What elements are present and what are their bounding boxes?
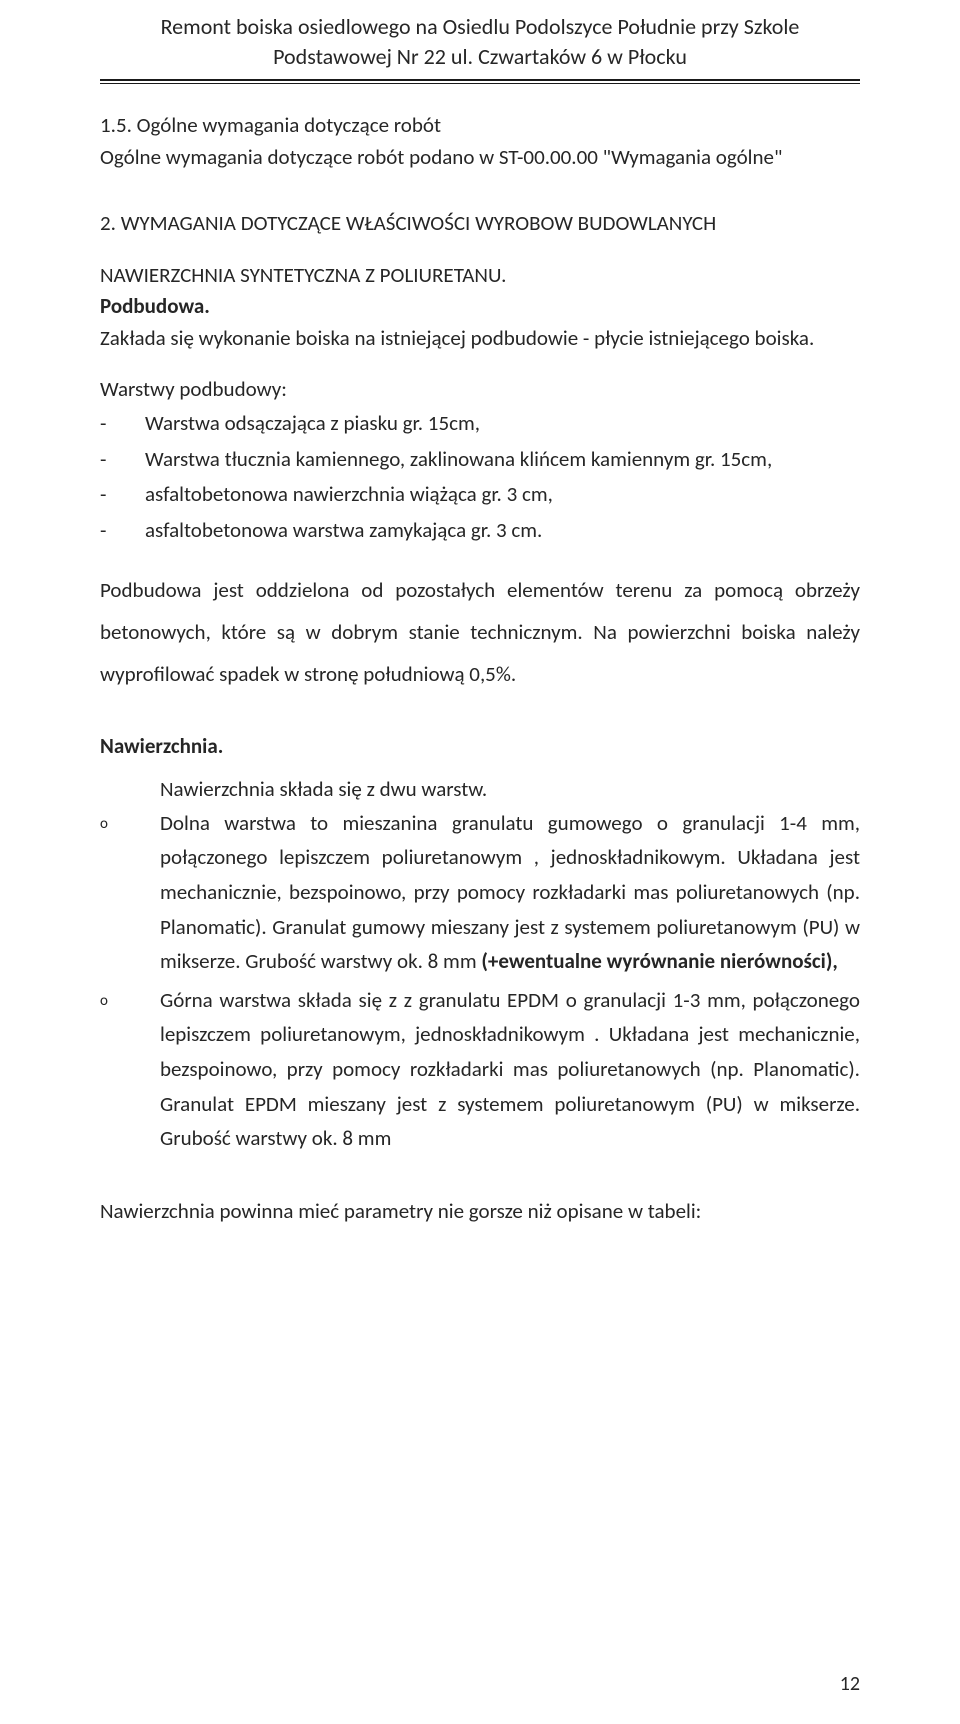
layer-text: Warstwa tłucznia kamiennego, zaklinowana… [145, 442, 860, 478]
layer-text: Warstwa odsączająca z piasku gr. 15cm, [145, 406, 860, 442]
layers-list: - Warstwa odsączająca z piasku gr. 15cm,… [100, 406, 860, 549]
list-item: - Warstwa odsączająca z piasku gr. 15cm, [100, 406, 860, 442]
list-item: o Górna warstwa składa się z z granulatu… [100, 983, 860, 1156]
nawierzchnia-intro: Nawierzchnia składa się z dwu warstw. [100, 774, 860, 806]
section-2-sub2: Podbudowa. [100, 291, 860, 323]
header-rule-thick [100, 79, 860, 81]
circle-icon: o [100, 806, 160, 979]
section-1-5-body: Ogólne wymagania dotyczące robót podano … [100, 142, 860, 174]
nawierzchnia-heading: Nawierzchnia. [100, 731, 860, 763]
page-number: 12 [840, 1672, 860, 1696]
dash-icon: - [100, 406, 145, 442]
layer-text: asfaltobetonowa nawierzchnia wiążąca gr.… [145, 477, 860, 513]
header-rule-thin [100, 83, 860, 84]
dash-icon: - [100, 513, 145, 549]
section-2-p1: Zakłada się wykonanie boiska na istnieją… [100, 323, 860, 355]
section-2-p4: Nawierzchnia powinna mieć parametry nie … [100, 1196, 860, 1228]
naw-item-text: Górna warstwa składa się z z granulatu E… [160, 983, 860, 1156]
nawierzchnia-list: o Dolna warstwa to mieszanina granulatu … [100, 806, 860, 1156]
section-2-heading: 2. WYMAGANIA DOTYCZĄCE WŁAŚCIWOŚCI WYROB… [100, 210, 860, 236]
list-item: - asfaltobetonowa nawierzchnia wiążąca g… [100, 477, 860, 513]
page: Remont boiska osiedlowego na Osiedlu Pod… [0, 0, 960, 1724]
circle-icon: o [100, 983, 160, 1156]
naw-item-text: Dolna warstwa to mieszanina granulatu gu… [160, 806, 860, 979]
page-title: Remont boiska osiedlowego na Osiedlu Pod… [100, 12, 860, 79]
list-item: - asfaltobetonowa warstwa zamykająca gr.… [100, 513, 860, 549]
layer-text: asfaltobetonowa warstwa zamykająca gr. 3… [145, 513, 860, 549]
list-item: - Warstwa tłucznia kamiennego, zaklinowa… [100, 442, 860, 478]
section-1-5-heading: 1.5. Ogólne wymagania dotyczące robót [100, 112, 860, 138]
section-2-sub1: NAWIERZCHNIA SYNTETYCZNA Z POLIURETANU. [100, 260, 860, 292]
dash-icon: - [100, 477, 145, 513]
section-2-p2: Warstwy podbudowy: [100, 374, 860, 406]
dash-icon: - [100, 442, 145, 478]
list-item: o Dolna warstwa to mieszanina granulatu … [100, 806, 860, 979]
section-2-p3: Podbudowa jest oddzielona od pozostałych… [100, 569, 860, 695]
